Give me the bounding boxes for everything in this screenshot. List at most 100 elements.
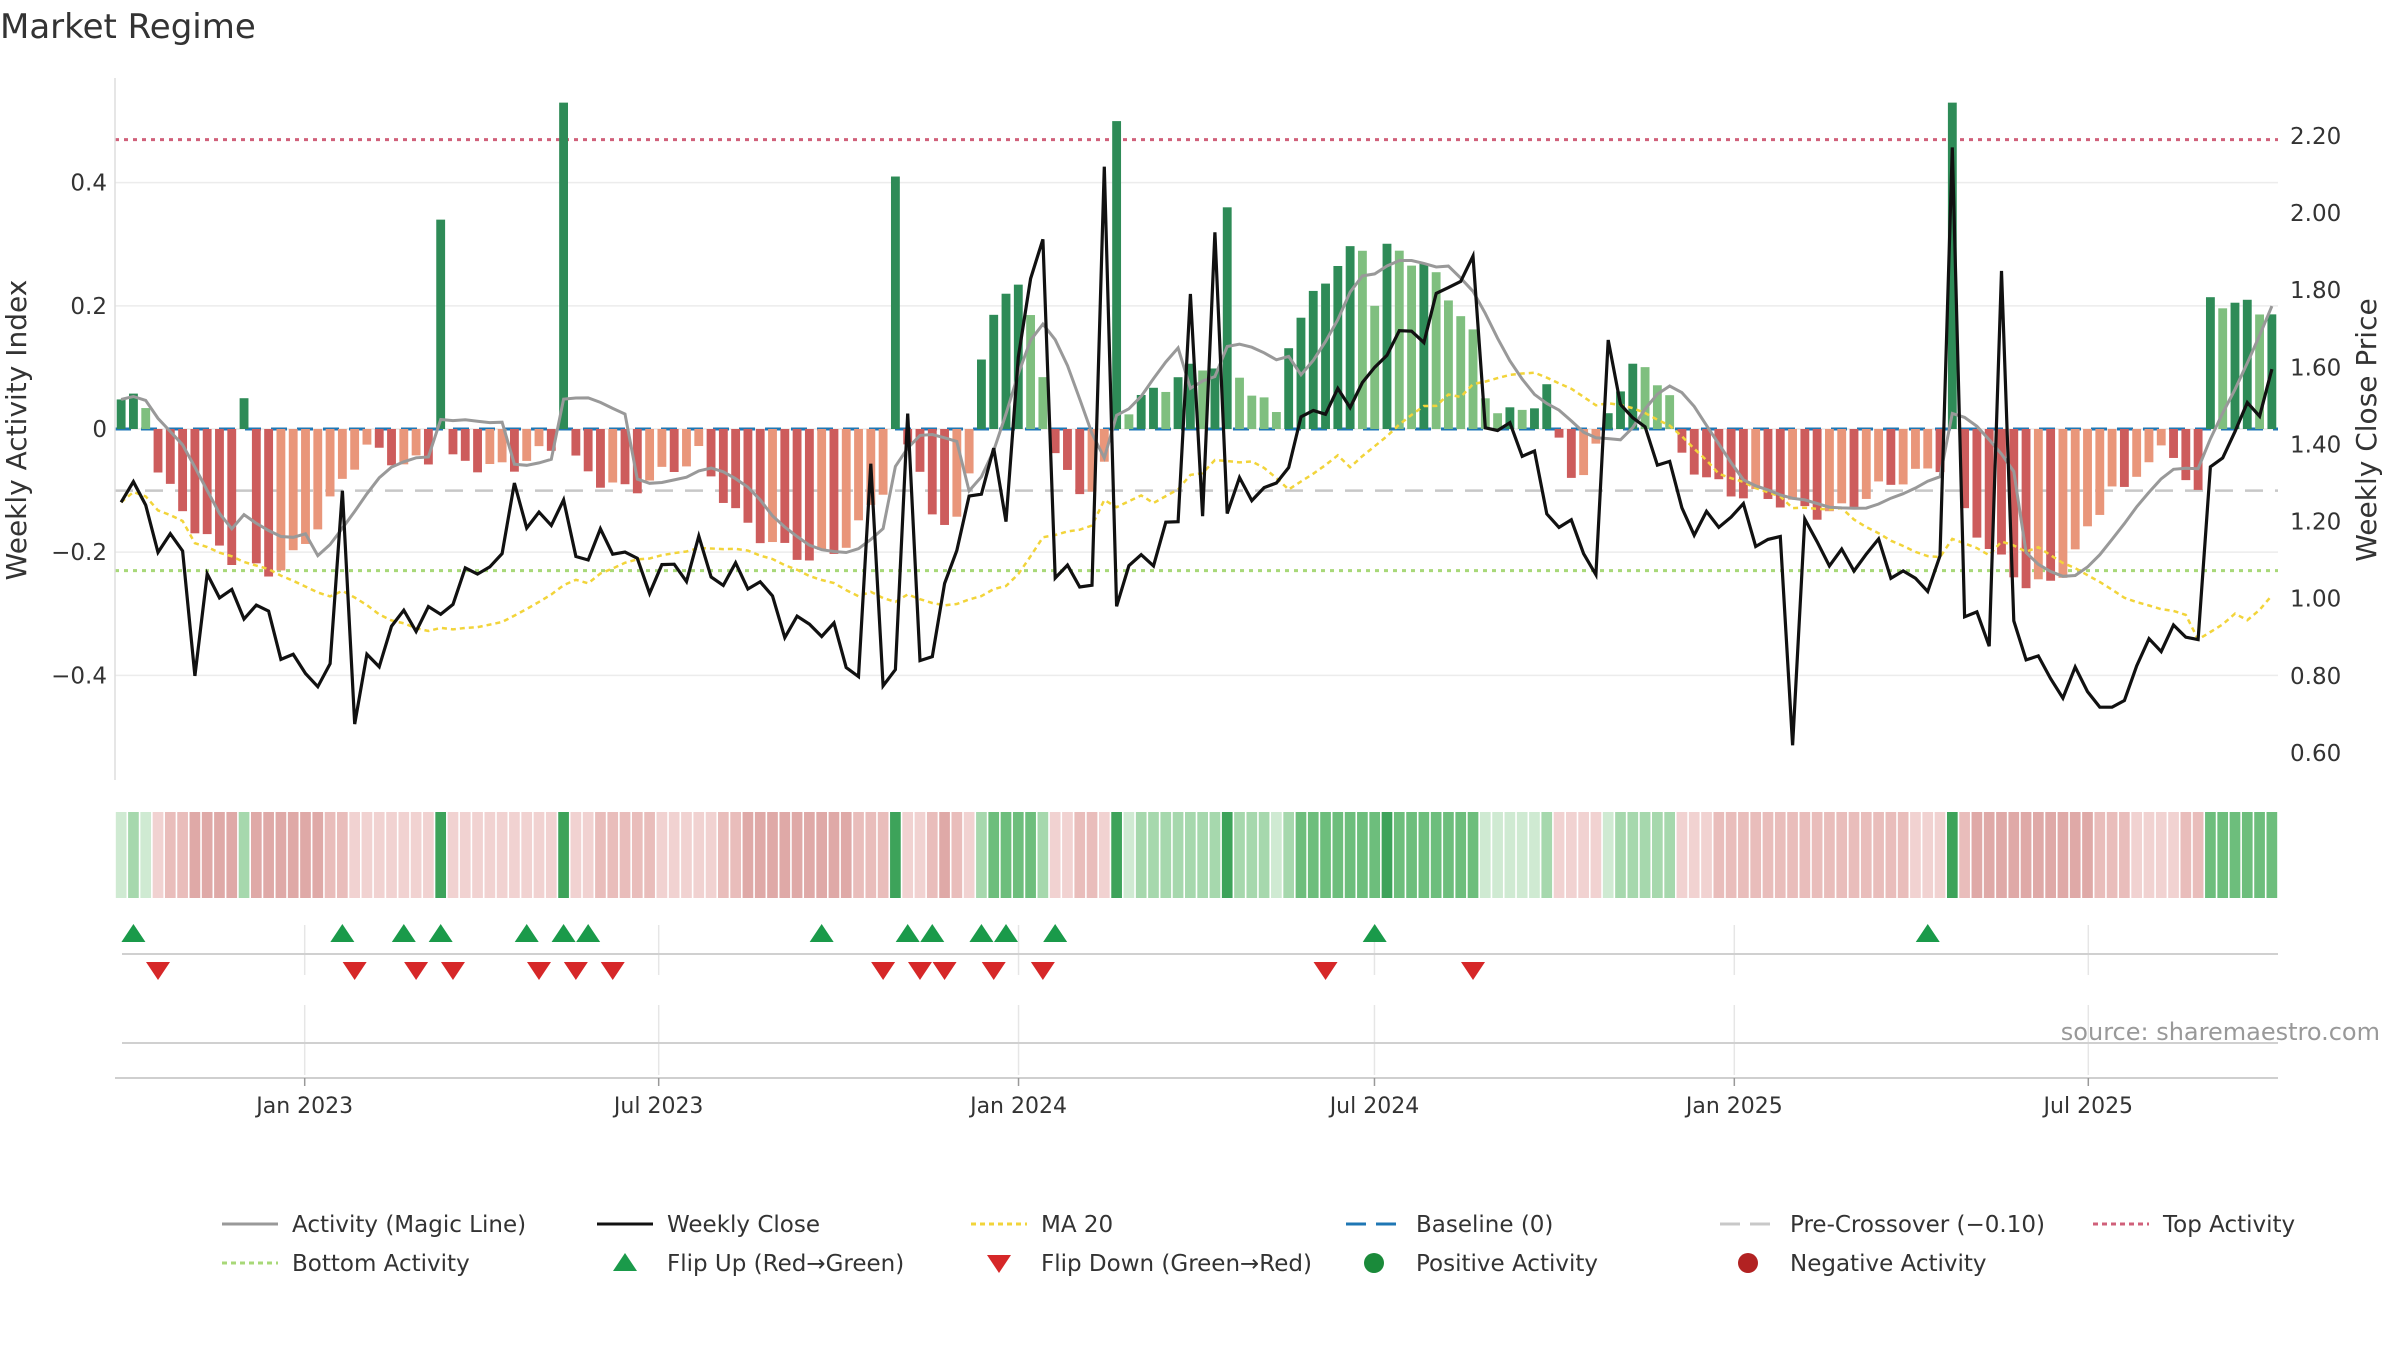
regime-cell	[976, 812, 987, 898]
regime-cell	[767, 812, 778, 898]
regime-cell	[435, 812, 447, 898]
activity-bar	[1394, 250, 1404, 429]
activity-bar	[1185, 363, 1195, 429]
activity-bar	[1689, 429, 1699, 475]
regime-cell	[1627, 812, 1639, 898]
activity-bar	[1259, 397, 1269, 429]
legend-label: Bottom Activity	[292, 1251, 470, 1277]
legend-item: Pre-Crossover (−0.10)	[1720, 1212, 2045, 1238]
regime-cell	[1086, 812, 1098, 898]
regime-cell	[1652, 812, 1663, 898]
regime-cell	[1406, 812, 1417, 898]
regime-cell	[152, 812, 164, 898]
y-right-tick-label: 1.60	[2290, 355, 2341, 381]
ma20-line	[120, 371, 2273, 642]
regime-cell	[1590, 812, 1602, 898]
activity-bar	[1738, 429, 1748, 499]
regime-cell	[1541, 812, 1553, 898]
flip-down-marker	[146, 962, 171, 980]
activity-bar	[1751, 429, 1761, 490]
regime-cell	[1848, 812, 1860, 898]
regime-cell	[1160, 812, 1172, 898]
activity-bar	[890, 176, 900, 429]
activity-bar	[1763, 429, 1773, 499]
activity-bar	[694, 429, 704, 447]
activity-bar	[1775, 429, 1785, 508]
activity-bar	[1566, 429, 1576, 478]
regime-cell	[2217, 812, 2229, 898]
regime-cell	[2180, 812, 2192, 898]
regime-cell	[1209, 812, 1221, 898]
activity-bar	[1444, 300, 1453, 429]
regime-cell	[1000, 812, 1012, 898]
regime-cell	[1639, 812, 1651, 898]
activity-bar	[1001, 293, 1011, 429]
y-right-tick-label: 0.60	[2290, 741, 2341, 767]
regime-strip	[115, 812, 2278, 898]
activity-bar	[202, 429, 212, 535]
regime-cell	[791, 812, 803, 898]
activity-bar	[645, 429, 655, 481]
regime-cell	[2020, 812, 2032, 898]
activity-bar	[301, 429, 310, 544]
regime-cell	[853, 812, 864, 898]
regime-cell	[2266, 812, 2278, 898]
regime-cell	[1111, 812, 1122, 898]
activity-bar	[546, 429, 556, 451]
regime-cell	[1504, 812, 1516, 898]
regime-cell	[201, 812, 213, 898]
activity-bar	[792, 429, 802, 560]
activity-bar	[1050, 429, 1060, 454]
activity-bar	[387, 429, 396, 466]
regime-cell	[115, 812, 127, 898]
regime-cell	[840, 812, 852, 898]
activity-bar	[436, 219, 446, 429]
source-label: source: sharemaestro.com	[2061, 1018, 2380, 1046]
activity-bar	[1505, 407, 1515, 429]
activity-bar	[264, 429, 274, 577]
regime-cell	[1234, 812, 1245, 898]
regime-cell	[398, 812, 410, 898]
regime-cell	[545, 812, 557, 898]
activity-bar	[1517, 409, 1527, 429]
activity-bar	[239, 398, 249, 429]
regime-cell	[521, 812, 533, 898]
activity-bar	[817, 429, 827, 550]
regime-cell	[877, 812, 889, 898]
activity-bar	[977, 359, 986, 429]
y-left-tick-label: 0.2	[70, 294, 107, 320]
regime-cell	[1185, 812, 1196, 898]
legend-swatch-triangle-down	[987, 1255, 1011, 1273]
regime-cell	[1037, 812, 1049, 898]
activity-bar	[682, 429, 691, 467]
activity-bar	[448, 429, 458, 455]
activity-bar	[2058, 429, 2068, 578]
regime-cell	[410, 812, 422, 898]
activity-bar	[362, 429, 372, 445]
regime-cell	[312, 812, 324, 898]
activity-bar	[829, 429, 839, 554]
activity-bar	[608, 429, 618, 483]
activity-bar	[1824, 429, 1834, 512]
regime-cell	[2168, 812, 2179, 898]
regime-cell	[2131, 812, 2143, 898]
regime-cell	[926, 812, 938, 898]
activity-bar	[1800, 429, 1810, 507]
legend-item: Flip Up (Red→Green)	[613, 1251, 904, 1277]
activity-bar	[485, 429, 495, 465]
regime-cell	[1271, 812, 1282, 898]
activity-bar	[2021, 429, 2031, 589]
activity-bar	[141, 408, 151, 429]
activity-bar	[952, 429, 962, 517]
regime-cell	[1738, 812, 1749, 898]
regime-cell	[1959, 812, 1970, 898]
activity-bar	[1026, 315, 1036, 429]
flip-up-marker	[121, 924, 146, 942]
activity-bar	[1493, 413, 1503, 429]
activity-bar	[1911, 429, 1920, 469]
activity-bar	[129, 393, 138, 429]
x-tick-label: Jul 2025	[2042, 1094, 2134, 1119]
regime-cell	[1983, 812, 1995, 898]
activity-bar	[1468, 329, 1478, 429]
legend-item: MA 20	[971, 1212, 1113, 1238]
